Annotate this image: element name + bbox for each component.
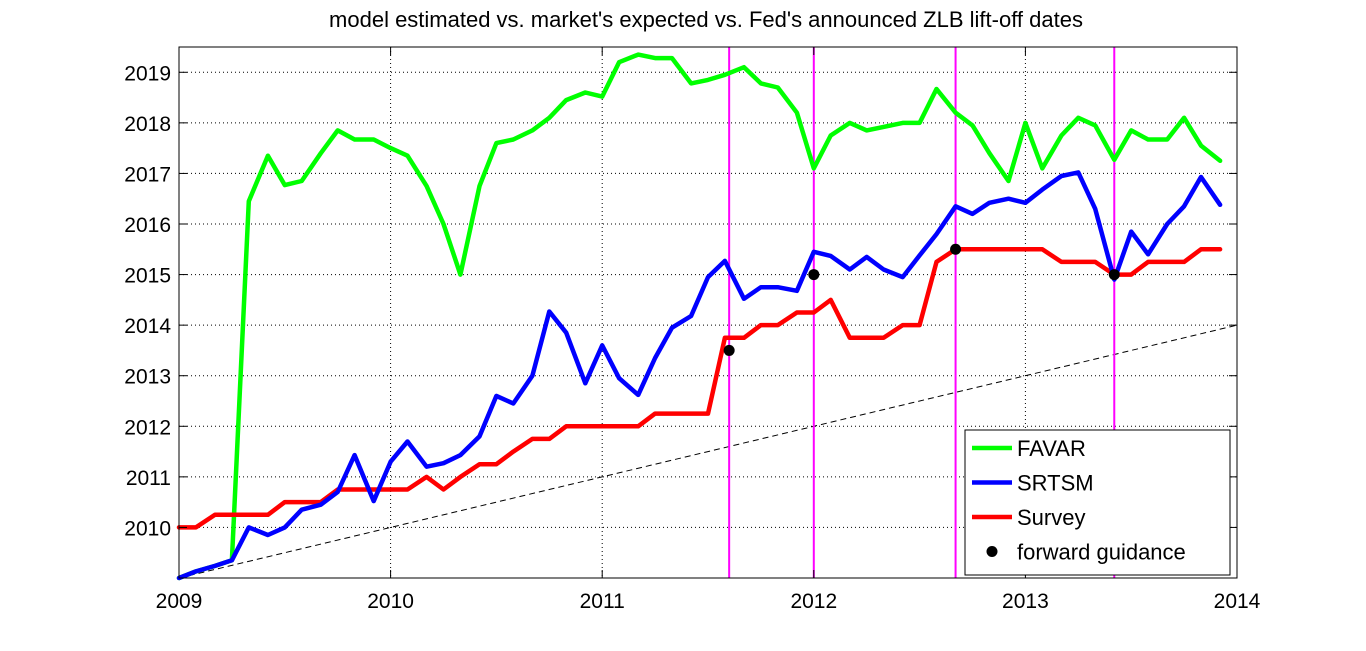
survey-series-line [176,247,1223,530]
y-tick-label: 2014 [124,315,171,338]
x-tick-label: 2010 [367,590,414,613]
chart-title: model estimated vs. market's expected vs… [329,7,1083,32]
x-tick-label: 2013 [1002,590,1049,613]
y-tick-label: 2015 [124,265,171,288]
forward-guidance-point [1108,269,1120,281]
legend: FAVAR SRTSM Survey forward guidance [964,429,1231,576]
y-tick-label: 2016 [124,214,171,237]
legend-box [964,429,1231,576]
reference-line [178,324,1238,579]
legend-label-favar: FAVAR [1017,436,1086,461]
y-tick-label: 2013 [124,366,171,389]
reference-diagonal [178,324,1238,579]
x-tick-label: 2011 [580,590,625,613]
legend-swatch-forward-guidance [986,546,998,557]
forward-guidance-points [723,243,1120,356]
y-tick-label: 2019 [124,62,171,85]
x-tick-label: 2014 [1214,590,1261,613]
y-tick-label: 2018 [124,113,171,136]
forward-guidance-point [808,269,820,281]
legend-label-survey: Survey [1017,505,1085,530]
x-tick-label: 2009 [156,590,203,613]
data-series [176,52,1223,581]
x-tick-label: 2012 [790,590,837,613]
legend-label-srtsm: SRTSM [1017,471,1094,496]
srtsm-series-line [176,170,1223,581]
y-tick-label: 2012 [124,416,171,439]
y-tick-label: 2011 [126,467,171,490]
axis-ticks: 2009 2010 2011 2012 2013 2014 2010 2011 2012 2013… [124,47,1261,613]
forward-guidance-point [723,344,735,356]
legend-label-forward-guidance: forward guidance [1017,540,1186,565]
forward-guidance-point [950,243,962,255]
favar-series-line [176,52,1223,581]
y-tick-label: 2010 [124,517,171,540]
y-tick-label: 2017 [124,163,171,186]
plot-area-frame [178,46,1238,579]
